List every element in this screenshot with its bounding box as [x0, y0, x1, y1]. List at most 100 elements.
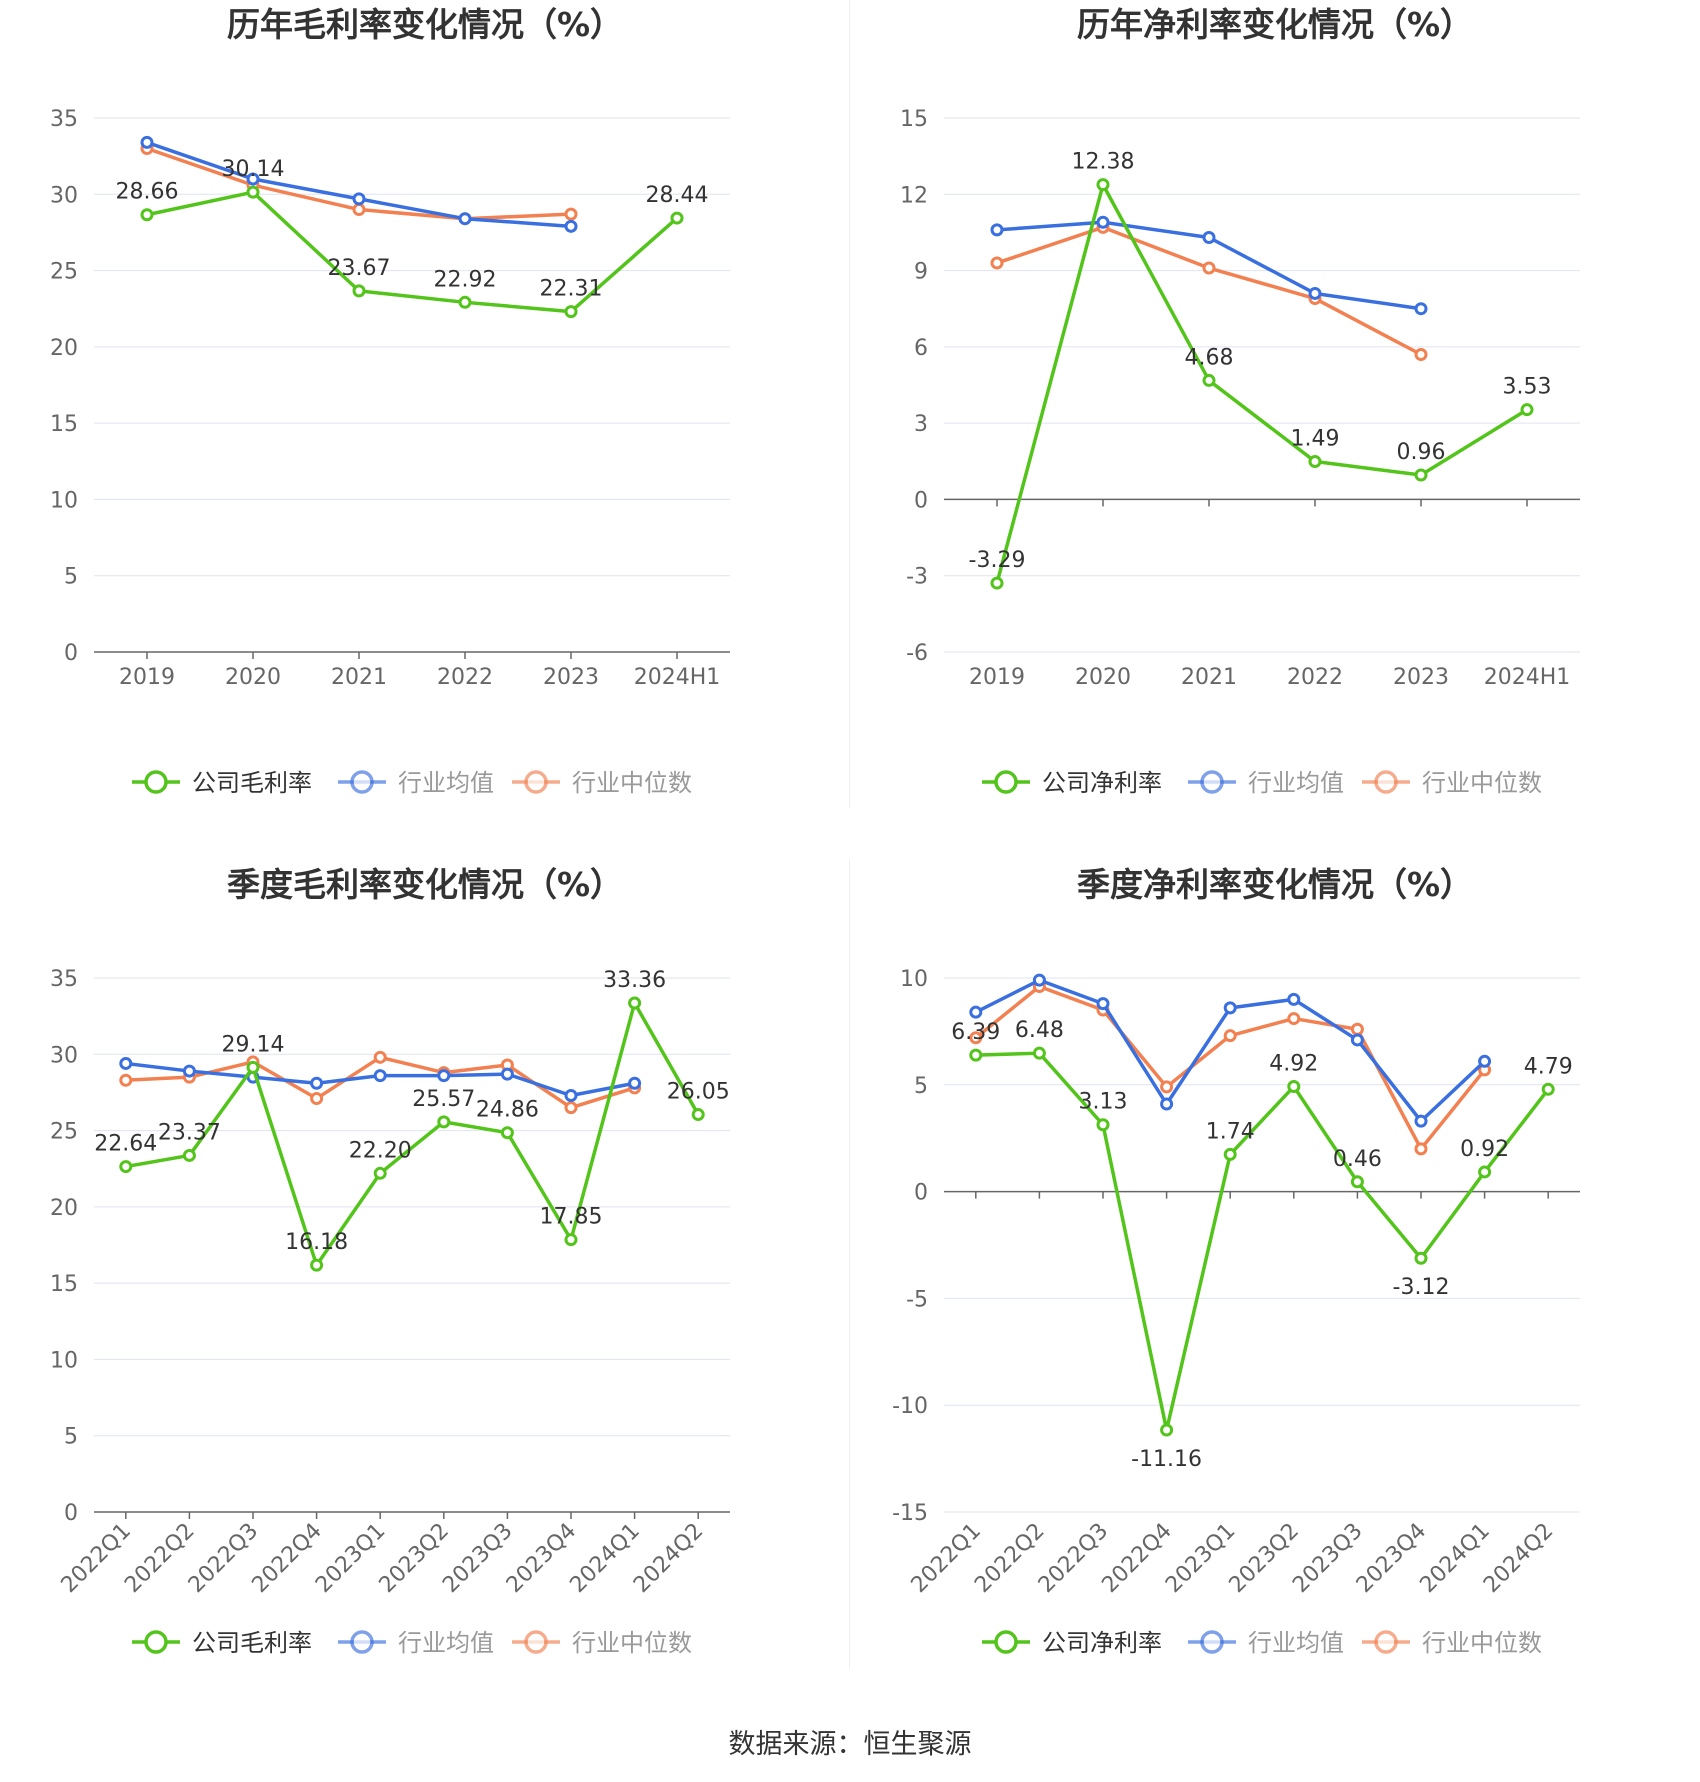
vertical-divider-bottom [849, 860, 850, 1668]
y-tick-label: 10 [50, 488, 78, 513]
data-point-avg [1202, 231, 1216, 245]
x-tick-label: 2019 [969, 665, 1025, 690]
y-tick-label: 15 [900, 107, 928, 132]
y-tick-label: 0 [914, 488, 928, 513]
legend-label-company[interactable]: 公司净利率 [1042, 769, 1162, 797]
data-point-median [1350, 1022, 1364, 1036]
data-label: 4.92 [1269, 1052, 1318, 1077]
x-tick-label: 2022Q2 [120, 1519, 199, 1598]
data-point-company [1350, 1175, 1364, 1189]
data-point-median [373, 1050, 387, 1064]
data-label: 4.68 [1185, 345, 1234, 370]
legend-marker-avg [350, 1630, 374, 1654]
legend-marker-company [144, 1630, 168, 1654]
y-tick-label: 5 [64, 565, 78, 590]
data-point-avg [458, 212, 472, 226]
legend-label-company[interactable]: 公司毛利率 [192, 769, 312, 797]
data-point-avg [1287, 992, 1301, 1006]
y-tick-label: -10 [892, 1394, 928, 1419]
data-point-company [1160, 1423, 1174, 1437]
data-point-company [1096, 1118, 1110, 1132]
data-point-company [564, 1233, 578, 1247]
data-label: 17.85 [540, 1205, 603, 1230]
vertical-divider-top [849, 0, 850, 808]
data-label: 23.67 [328, 256, 391, 281]
data-point-company [352, 284, 366, 298]
x-tick-label: 2021 [331, 665, 387, 690]
data-point-median [1202, 261, 1216, 275]
data-point-company [246, 1060, 260, 1074]
data-point-avg [1032, 973, 1046, 987]
y-tick-label: -15 [892, 1501, 928, 1526]
data-point-company [1096, 178, 1110, 192]
data-point-company [691, 1108, 705, 1122]
data-point-median [969, 1031, 983, 1045]
x-tick-label: 2023Q1 [1161, 1519, 1240, 1598]
data-label: -3.29 [969, 548, 1026, 573]
data-point-avg [564, 1088, 578, 1102]
data-point-median [352, 203, 366, 217]
data-point-median [1414, 1142, 1428, 1156]
legend-label-median[interactable]: 行业中位数 [572, 1629, 692, 1657]
y-tick-label: 0 [914, 1181, 928, 1206]
data-point-median [564, 207, 578, 221]
y-tick-label: 9 [914, 260, 928, 285]
data-point-avg [1096, 215, 1110, 229]
chart-svg: 季度毛利率变化情况（%）051015202530352022Q12022Q220… [50, 865, 730, 1657]
y-tick-label: 3 [914, 412, 928, 437]
data-point-company [140, 208, 154, 222]
data-label: 0.46 [1333, 1147, 1382, 1172]
x-tick-label: 2022Q4 [247, 1519, 326, 1598]
x-tick-label: 2022Q2 [970, 1519, 1049, 1598]
x-tick-label: 2022Q4 [1097, 1519, 1176, 1598]
y-tick-label: 25 [50, 1120, 78, 1145]
legend-label-avg[interactable]: 行业均值 [398, 769, 494, 797]
x-tick-label: 2024H1 [1484, 665, 1571, 690]
data-point-company [119, 1160, 133, 1174]
data-point-avg [628, 1076, 642, 1090]
x-tick-label: 2024H1 [634, 665, 721, 690]
x-tick-label: 2023Q2 [375, 1519, 454, 1598]
data-point-avg [140, 135, 154, 149]
data-point-median [1414, 347, 1428, 361]
data-point-avg [310, 1076, 324, 1090]
y-tick-label: 10 [50, 1348, 78, 1373]
data-point-median [564, 1101, 578, 1115]
data-label: 6.39 [951, 1020, 1000, 1045]
data-point-company [1287, 1080, 1301, 1094]
data-point-company [500, 1126, 514, 1140]
legend-marker-company [144, 770, 168, 794]
legend-label-company[interactable]: 公司净利率 [1042, 1629, 1162, 1657]
x-tick-label: 2023 [543, 665, 599, 690]
legend-label-median[interactable]: 行业中位数 [1422, 1629, 1542, 1657]
data-point-avg [246, 172, 260, 186]
data-label: 0.96 [1397, 440, 1446, 465]
data-point-avg [182, 1064, 196, 1078]
data-label: 24.86 [476, 1098, 539, 1123]
data-point-company [1308, 455, 1322, 469]
legend-label-median[interactable]: 行业中位数 [572, 769, 692, 797]
y-tick-label: 0 [64, 641, 78, 666]
data-point-median [1287, 1012, 1301, 1026]
legend-label-avg[interactable]: 行业均值 [1248, 769, 1344, 797]
legend-marker-median [524, 770, 548, 794]
legend-label-avg[interactable]: 行业均值 [398, 1629, 494, 1657]
x-tick-label: 2024Q2 [1479, 1519, 1558, 1598]
series-line-company [975, 1051, 1550, 1432]
y-tick-label: 20 [50, 1196, 78, 1221]
y-tick-label: 15 [50, 1272, 78, 1297]
data-point-avg [969, 1005, 983, 1019]
data-label: 30.14 [222, 157, 285, 182]
legend-label-avg[interactable]: 行业均值 [1248, 1629, 1344, 1657]
data-point-avg [1414, 302, 1428, 316]
legend-label-company[interactable]: 公司毛利率 [192, 1629, 312, 1657]
data-label: 23.37 [158, 1120, 221, 1145]
data-label: 25.57 [412, 1087, 475, 1112]
data-label: 16.18 [285, 1230, 348, 1255]
y-tick-label: 35 [50, 107, 78, 132]
x-tick-label: 2022 [437, 665, 493, 690]
legend-marker-median [524, 1630, 548, 1654]
legend-label-median[interactable]: 行业中位数 [1422, 769, 1542, 797]
y-tick-label: -3 [906, 565, 928, 590]
data-point-avg [1096, 997, 1110, 1011]
